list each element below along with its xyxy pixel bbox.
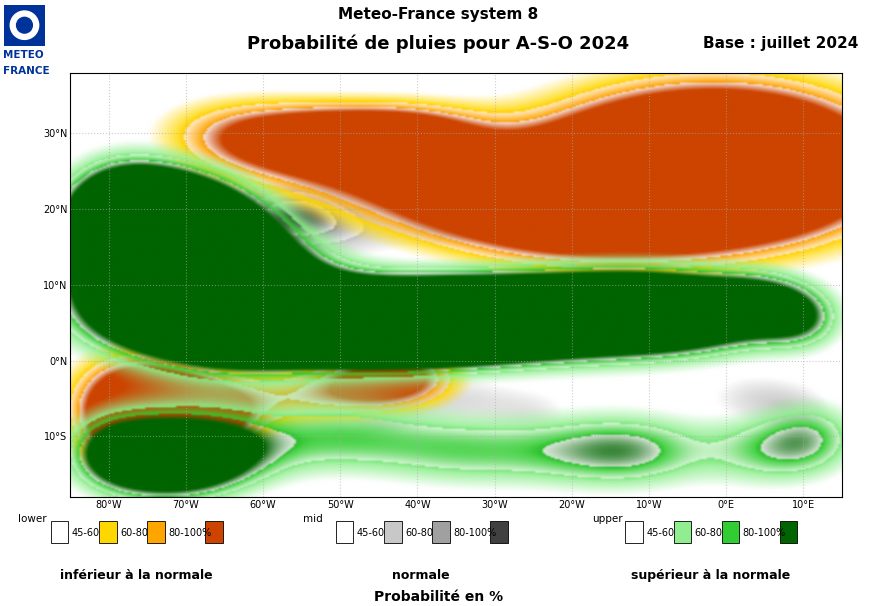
Text: 80-100%: 80-100% (743, 528, 786, 538)
Bar (205, 521, 223, 543)
Text: lower: lower (18, 514, 46, 524)
Bar (147, 521, 165, 543)
Text: normale: normale (392, 569, 450, 582)
Text: 60-80: 60-80 (695, 528, 723, 538)
Text: Meteo-France system 8: Meteo-France system 8 (339, 7, 538, 22)
Text: METEO: METEO (4, 50, 44, 60)
Text: inférieur à la normale: inférieur à la normale (60, 569, 212, 582)
Text: FRANCE: FRANCE (4, 66, 50, 76)
Circle shape (11, 11, 39, 39)
Bar (674, 521, 691, 543)
Bar (490, 521, 508, 543)
Bar (99, 521, 117, 543)
Bar (780, 521, 797, 543)
Bar (625, 521, 643, 543)
Text: 45-60: 45-60 (72, 528, 100, 538)
Bar (4, 5, 45, 45)
Text: supérieur à la normale: supérieur à la normale (631, 569, 790, 582)
Text: Probabilité en %: Probabilité en % (374, 590, 503, 604)
Circle shape (17, 18, 32, 33)
Text: mid: mid (303, 514, 323, 524)
Bar (722, 521, 739, 543)
Bar (384, 521, 402, 543)
Text: 45-60: 45-60 (357, 528, 385, 538)
Bar (432, 521, 450, 543)
Text: Probabilité de pluies pour A-S-O 2024: Probabilité de pluies pour A-S-O 2024 (247, 35, 630, 53)
Text: 60-80: 60-80 (120, 528, 148, 538)
Text: 80-100%: 80-100% (168, 528, 211, 538)
Text: 45-60: 45-60 (646, 528, 674, 538)
Bar (336, 521, 353, 543)
Text: upper: upper (592, 514, 623, 524)
Text: 80-100%: 80-100% (453, 528, 496, 538)
Text: Base : juillet 2024: Base : juillet 2024 (702, 36, 859, 51)
Text: 60-80: 60-80 (405, 528, 433, 538)
Bar (51, 521, 68, 543)
